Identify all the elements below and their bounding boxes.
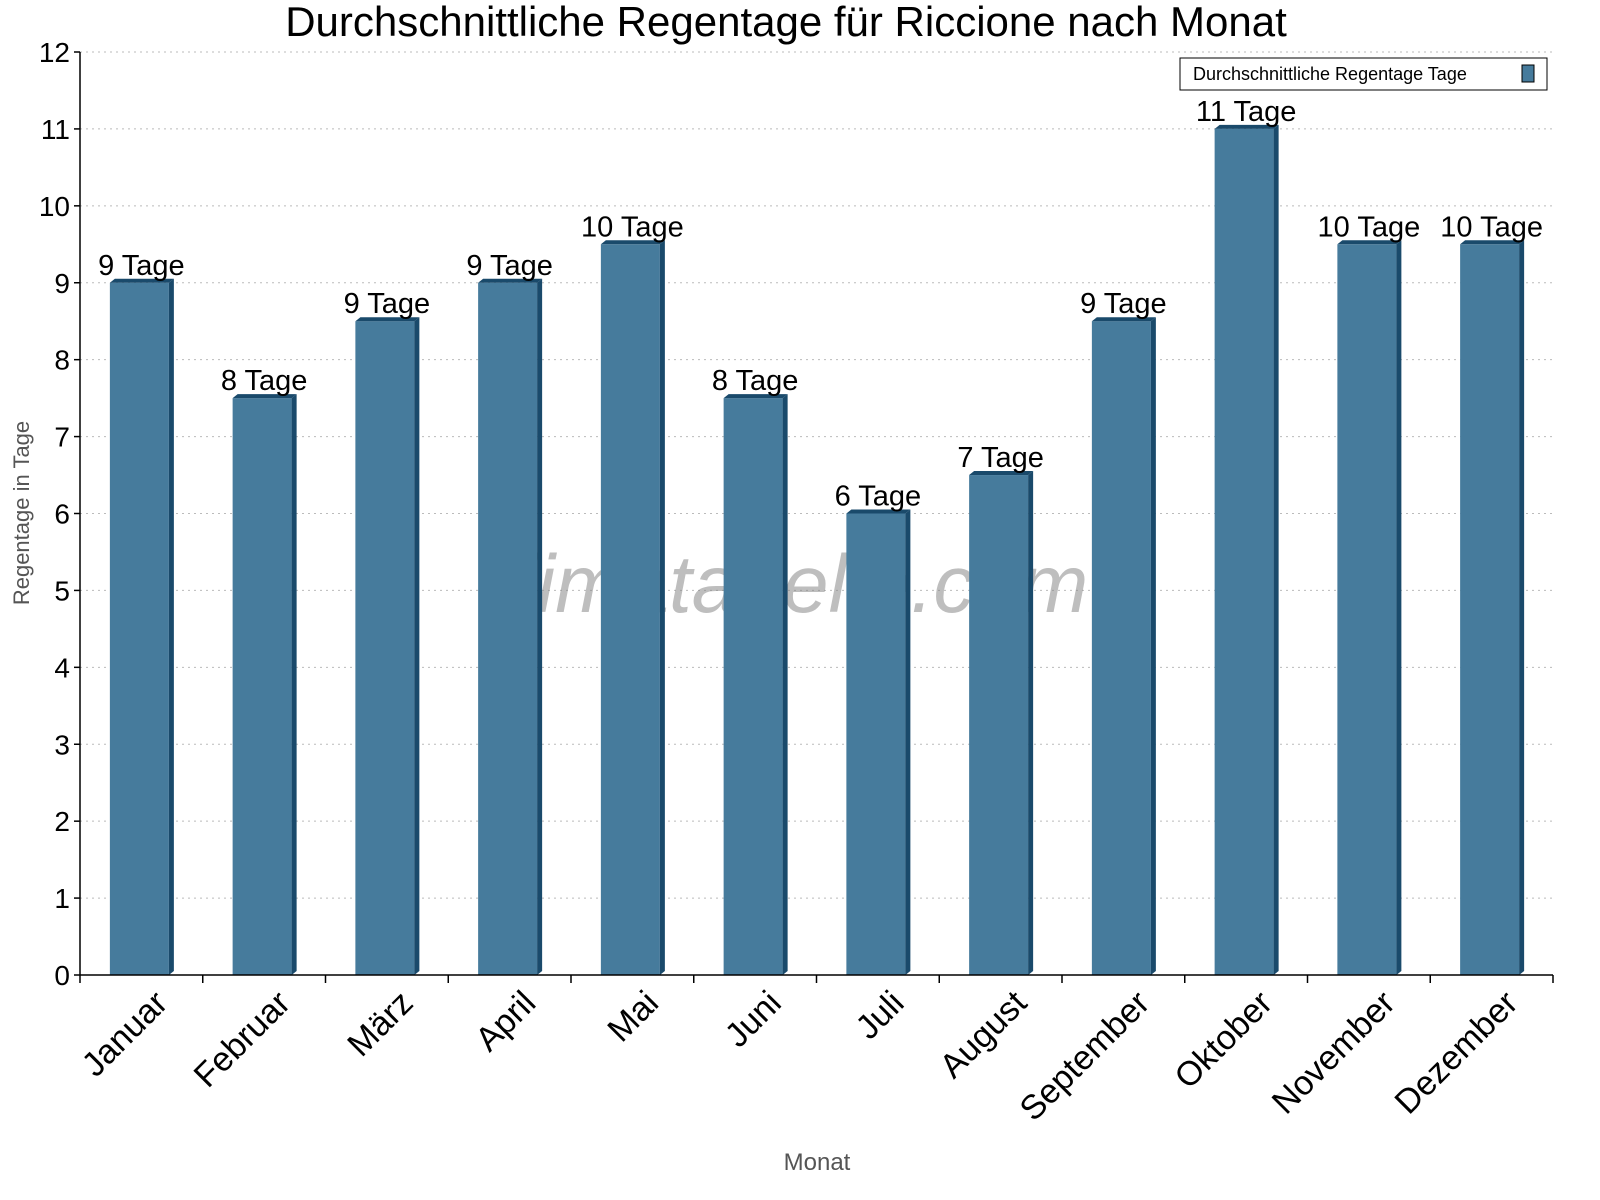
bar-side [291, 394, 297, 975]
bar-side [782, 394, 788, 975]
x-tick-label: April [468, 984, 543, 1059]
bar-top [1460, 240, 1525, 245]
data-label: 8 Tage [221, 365, 308, 397]
bar-top [600, 240, 665, 245]
bar-side [537, 278, 543, 975]
x-tick-label: November [1265, 984, 1403, 1122]
y-tick-label: 1 [54, 883, 70, 914]
bar-top [723, 394, 788, 399]
bar-juli: 6 Tage [835, 481, 922, 975]
x-tick-label: Dezember [1388, 984, 1526, 1122]
bar-top [478, 278, 543, 283]
bar-märz: 9 Tage [344, 288, 431, 975]
legend-swatch [1521, 64, 1535, 83]
bar-mai: 10 Tage [581, 211, 684, 975]
bars: 9 Tage 8 Tage 9 Tage 9 Tage 10 Tage 8 Tage 6 T… [98, 96, 1543, 975]
x-axis-label: Monat [784, 1149, 851, 1176]
bar-side [1519, 240, 1525, 975]
bar-side [414, 317, 420, 975]
x-tick-label: Juli [849, 984, 912, 1047]
y-tick-label: 11 [41, 114, 70, 145]
y-tick-label: 10 [39, 191, 70, 222]
y-tick-label: 0 [54, 960, 70, 991]
bar-front [1337, 244, 1397, 975]
bar-oktober: 11 Tage [1196, 96, 1297, 975]
bar-juni: 8 Tage [712, 365, 799, 975]
bar-dezember: 10 Tage [1440, 211, 1543, 975]
bar-top [1091, 317, 1156, 322]
data-label: 10 Tage [1440, 211, 1543, 243]
x-tick-label: Juni [718, 984, 789, 1055]
bar-side [1273, 124, 1279, 975]
bar-front [1460, 244, 1520, 975]
bar-side [168, 278, 174, 975]
y-tick-label: 2 [54, 806, 70, 837]
bar-top [846, 509, 911, 514]
data-label: 6 Tage [835, 481, 922, 513]
y-tick-label: 7 [54, 422, 70, 453]
bar-november: 10 Tage [1318, 211, 1421, 975]
bar-august: 7 Tage [957, 442, 1044, 975]
y-tick-label: 12 [39, 37, 70, 68]
y-tick-label: 5 [54, 575, 70, 606]
y-tick-label: 8 [54, 345, 70, 376]
x-tick-label: Februar [187, 984, 298, 1095]
x-tick-label: Januar [75, 984, 175, 1084]
data-label: 8 Tage [712, 365, 799, 397]
data-label: 11 Tage [1196, 96, 1297, 128]
bar-front [846, 513, 906, 975]
x-tick-label: Oktober [1167, 984, 1279, 1096]
bar-front [600, 244, 660, 975]
y-tick-label: 9 [54, 268, 70, 299]
data-label: 10 Tage [581, 211, 684, 243]
bar-front [232, 398, 292, 975]
x-tick-label: Mai [600, 984, 666, 1050]
bar-side [1028, 471, 1034, 975]
x-tick-label: August [933, 983, 1035, 1085]
y-tick-label: 6 [54, 499, 70, 530]
bar-front [355, 321, 415, 975]
bar-september: 9 Tage [1080, 288, 1167, 975]
bar-front [969, 475, 1029, 975]
x-tick-label: September [1013, 984, 1157, 1128]
y-tick-label: 4 [54, 652, 70, 683]
y-axis-label: Regentage in Tage [9, 421, 34, 605]
bar-front [1214, 128, 1274, 975]
data-label: 10 Tage [1318, 211, 1421, 243]
bar-front [723, 398, 783, 975]
bar-top [355, 317, 420, 322]
legend: Durchschnittliche Regentage Tage [1179, 57, 1548, 91]
bar-top [1214, 124, 1279, 129]
data-label: 9 Tage [466, 250, 553, 282]
data-label: 7 Tage [957, 442, 1044, 474]
bar-front [109, 282, 169, 975]
bar-top [232, 394, 297, 399]
x-tick-label: März [340, 984, 420, 1064]
data-label: 9 Tage [98, 250, 185, 282]
data-label: 9 Tage [344, 288, 431, 320]
bar-april: 9 Tage [466, 250, 553, 975]
bar-front [478, 282, 538, 975]
bar-top [969, 471, 1034, 476]
bar-januar: 9 Tage [98, 250, 185, 975]
data-label: 9 Tage [1080, 288, 1167, 320]
bar-februar: 8 Tage [221, 365, 308, 975]
bar-side [905, 509, 911, 975]
bar-side [659, 240, 665, 975]
bar-side [1150, 317, 1156, 975]
grid-lines [80, 51, 1553, 899]
y-tick-label: 3 [54, 729, 70, 760]
bar-side [1396, 240, 1402, 975]
bar-top [1337, 240, 1402, 245]
chart-title: Durchschnittliche Regentage für Riccione… [285, 0, 1287, 45]
bar-top [109, 278, 174, 283]
bar-front [1091, 321, 1151, 975]
legend-label: Durchschnittliche Regentage Tage [1193, 64, 1467, 84]
